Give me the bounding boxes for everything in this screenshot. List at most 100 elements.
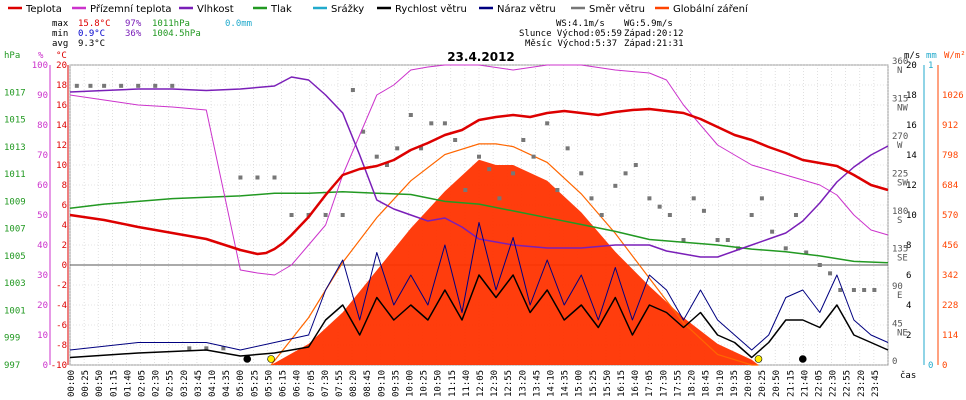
tick-time: 03:45 <box>194 370 204 397</box>
tick-humidity: 80 <box>37 121 48 131</box>
point-wind-direction <box>589 196 594 201</box>
tick-time: 05:50 <box>264 370 274 397</box>
tick-humidity: 0 <box>43 361 48 371</box>
point-wind-direction <box>88 83 93 88</box>
point-wind-direction <box>136 83 141 88</box>
point-wind-direction <box>838 288 843 292</box>
tick-rain: 1 <box>928 61 933 71</box>
legend-label: Srážky <box>331 3 364 15</box>
tick-time: 20:25 <box>758 370 768 397</box>
tick-temp: 4 <box>62 221 67 231</box>
point-wind-direction <box>204 346 209 351</box>
tick-temp: 0 <box>62 261 67 271</box>
tick-time: 17:30 <box>659 370 669 397</box>
tick-humidity: 40 <box>37 241 48 251</box>
stats-avg-label: avg <box>52 39 68 49</box>
point-wind-direction <box>429 121 434 126</box>
tick-time: 12:55 <box>504 370 514 397</box>
point-wind-direction <box>555 188 560 192</box>
tick-wind: 12 <box>906 181 917 191</box>
point-wind-direction <box>395 146 400 151</box>
legend-label: Teplota <box>25 4 62 15</box>
point-wind-direction <box>374 154 379 159</box>
moon-info: Měsíc Východ:5:37 <box>525 39 617 49</box>
point-wind-direction <box>74 83 79 88</box>
tick-temp: 18 <box>56 81 67 91</box>
stats-max-rain: 0.0mm <box>225 19 252 29</box>
tick-pressure: 1005 <box>4 252 26 262</box>
tick-winddir: 315 <box>892 95 908 105</box>
marker-sunrise <box>243 355 252 363</box>
legend-label: Náraz větru <box>497 3 556 15</box>
chart-title: 23.4.2012 <box>447 50 515 64</box>
point-wind-direction <box>715 238 720 242</box>
point-wind-direction <box>361 129 366 134</box>
tick-winddir-label: W <box>897 141 903 151</box>
tick-time: 11:15 <box>448 370 458 397</box>
tick-radiation: 912 <box>942 121 958 131</box>
tick-humidity: 70 <box>37 151 48 161</box>
tick-humidity: 10 <box>37 331 48 341</box>
point-wind-direction <box>272 175 277 180</box>
tick-time: 05:00 <box>236 370 246 397</box>
tick-humidity: 20 <box>37 301 48 311</box>
tick-wind: 6 <box>906 271 911 281</box>
series-radiation-theoretical <box>270 143 759 366</box>
point-wind-direction <box>531 154 536 159</box>
tick-time: 09:10 <box>377 370 387 397</box>
axis-unit-ms: m/s <box>904 51 920 61</box>
tick-time: 17:55 <box>673 370 683 397</box>
point-wind-direction <box>804 250 809 255</box>
tick-time: 20:00 <box>744 370 754 397</box>
series-ground-temp <box>69 64 889 276</box>
series-radiation-area <box>271 159 759 365</box>
point-wind-direction <box>783 246 788 251</box>
tick-time: 06:15 <box>279 370 289 397</box>
tick-winddir: 45 <box>892 320 903 330</box>
point-wind-direction <box>691 196 696 201</box>
point-wind-direction <box>511 171 516 176</box>
tick-wind: 20 <box>906 61 917 71</box>
point-wind-direction <box>667 213 672 217</box>
point-wind-direction <box>579 171 584 176</box>
tick-radiation: 228 <box>942 301 958 311</box>
marker-moonset <box>798 355 807 363</box>
tick-winddir-label: SE <box>897 254 908 264</box>
tick-temp: 16 <box>56 101 67 111</box>
tick-time: 03:20 <box>180 370 190 397</box>
series-wind-speed <box>69 274 889 359</box>
point-wind-direction <box>521 138 526 142</box>
series-pressure <box>69 191 889 264</box>
tick-winddir: 225 <box>892 170 908 180</box>
tick-time: 23:45 <box>871 370 881 397</box>
point-wind-direction <box>323 213 328 217</box>
point-wind-direction <box>463 188 468 192</box>
point-wind-direction <box>749 213 754 217</box>
axis-unit-mm: mm <box>926 51 937 61</box>
tick-time: 05:25 <box>250 370 260 397</box>
tick-time: 00:00 <box>67 370 77 397</box>
tick-time: 22:30 <box>829 370 839 397</box>
tick-radiation: 114 <box>942 331 958 341</box>
tick-time: 18:20 <box>688 370 698 397</box>
tick-winddir-label: SW <box>897 179 908 189</box>
point-wind-direction <box>119 83 124 88</box>
tick-radiation: 1026 <box>942 91 964 101</box>
marker-sunrise <box>267 355 275 363</box>
point-wind-direction <box>565 146 570 151</box>
point-wind-direction <box>238 175 243 180</box>
point-wind-direction <box>408 113 413 117</box>
tick-temp: -6 <box>56 321 67 331</box>
series-humidity <box>69 76 889 258</box>
axis-xlabel: čas <box>900 370 916 381</box>
tick-time: 02:05 <box>138 370 148 397</box>
tick-winddir: 135 <box>892 245 908 255</box>
stats-min-label: min <box>52 29 68 39</box>
tick-radiation: 684 <box>942 181 958 191</box>
tick-radiation: 456 <box>942 241 958 251</box>
tick-time: 04:35 <box>222 370 232 397</box>
tick-time: 20:50 <box>772 370 782 397</box>
tick-time: 13:20 <box>518 370 528 397</box>
tick-humidity: 30 <box>37 271 48 281</box>
point-wind-direction <box>701 208 706 213</box>
